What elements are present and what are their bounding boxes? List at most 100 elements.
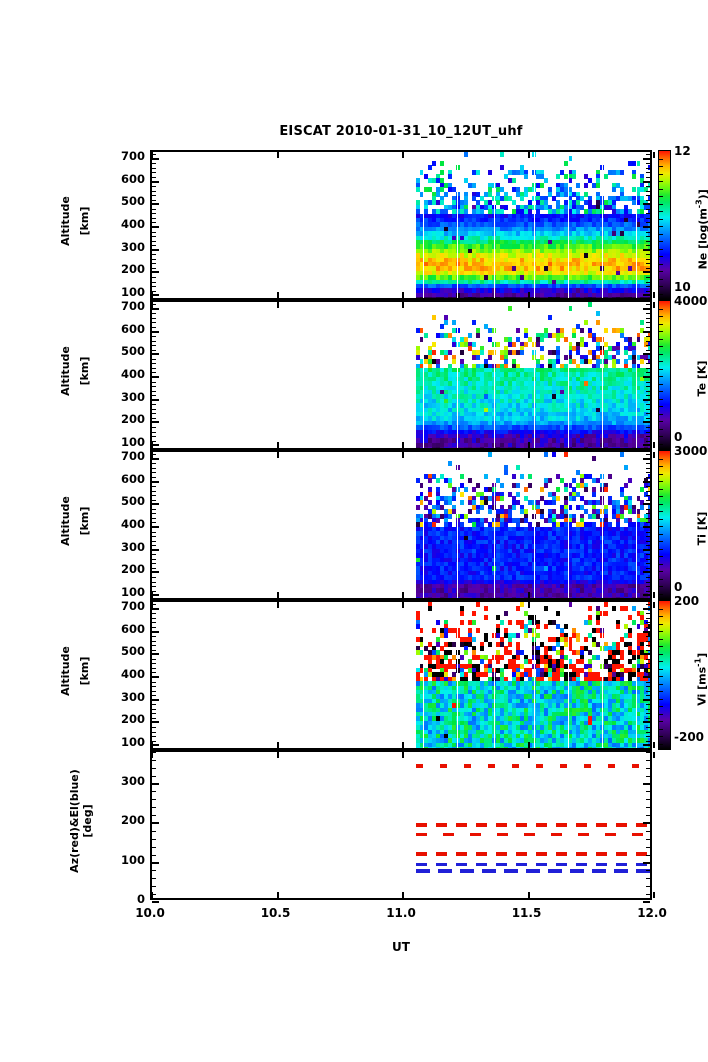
heatmap-cell xyxy=(459,253,465,259)
heatmap-cell xyxy=(415,222,421,228)
heatmap-cell xyxy=(495,403,501,409)
heatmap-cell xyxy=(527,275,533,281)
heatmap-cell xyxy=(539,257,545,263)
heatmap-cell xyxy=(451,376,457,382)
scan-gap-line xyxy=(568,152,570,298)
x-axis-tick xyxy=(151,152,153,158)
heatmap-cell xyxy=(643,240,649,245)
heatmap-cell xyxy=(551,196,557,201)
heatmap-cell xyxy=(631,169,637,175)
heatmap-cell xyxy=(539,204,545,210)
heatmap-cell xyxy=(439,262,445,267)
y-axis-minor-tick xyxy=(646,563,650,565)
heatmap-cell xyxy=(435,381,441,387)
heatmap-cell xyxy=(635,253,641,259)
heatmap-cell xyxy=(631,244,637,250)
heatmap-cell xyxy=(487,398,493,404)
heatmap-cell xyxy=(451,257,457,263)
heatmap-cell xyxy=(639,262,645,267)
heatmap-cell xyxy=(471,218,477,223)
heatmap-cell xyxy=(419,442,425,448)
heatmap-cell xyxy=(603,284,609,289)
heatmap-cell xyxy=(503,425,509,431)
heatmap-cell xyxy=(595,174,601,179)
heatmap-cell xyxy=(591,416,597,422)
heatmap-cell xyxy=(431,412,437,417)
heatmap-cell xyxy=(463,407,469,413)
heatmap-cell xyxy=(639,174,645,179)
heatmap-cell xyxy=(443,266,449,272)
heatmap-cell xyxy=(431,416,437,422)
heatmap-cell xyxy=(443,209,449,215)
heatmap-cell xyxy=(647,226,650,232)
heatmap-cell xyxy=(587,200,593,206)
heatmap-cell xyxy=(423,284,429,289)
y-axis-minor-tick xyxy=(152,427,156,428)
heatmap-cell xyxy=(535,200,541,206)
heatmap-cell xyxy=(475,226,481,232)
colorbar-tick xyxy=(659,308,663,310)
heatmap-cell xyxy=(567,156,573,162)
heatmap-cell xyxy=(471,279,477,285)
heatmap-cell xyxy=(559,288,565,294)
heatmap-cell xyxy=(595,407,601,413)
heatmap-cell xyxy=(567,306,573,312)
heatmap-cell xyxy=(643,266,649,272)
heatmap-cell xyxy=(559,420,565,426)
heatmap-cell xyxy=(479,398,485,404)
heatmap-cell xyxy=(515,279,521,285)
heatmap-cell xyxy=(491,244,497,250)
heatmap-cell xyxy=(435,226,441,232)
heatmap-cell xyxy=(527,482,533,488)
heatmap-cell xyxy=(443,398,449,404)
heatmap-cell xyxy=(587,235,593,241)
colorbar-tick xyxy=(659,481,663,482)
heatmap-cell xyxy=(635,218,641,223)
heatmap-cell xyxy=(567,394,573,400)
heatmap-cell xyxy=(495,257,501,263)
heatmap-cell xyxy=(419,425,425,431)
heatmap-cell xyxy=(519,213,525,219)
heatmap-cell xyxy=(427,420,433,426)
heatmap-cell xyxy=(575,420,581,426)
heatmap-cell xyxy=(635,244,641,250)
heatmap-cell xyxy=(555,496,561,501)
heatmap-cell xyxy=(559,240,565,245)
heatmap-cell xyxy=(439,372,445,378)
heatmap-cell xyxy=(487,187,493,193)
y-axis-minor-tick xyxy=(646,477,650,478)
heatmap-cell xyxy=(439,257,445,263)
heatmap-cell xyxy=(579,337,585,343)
heatmap-cell xyxy=(483,279,489,285)
y-axis-minor-tick xyxy=(152,286,156,288)
heatmap-cell xyxy=(555,200,561,206)
heatmap-cell xyxy=(483,235,489,241)
heatmap-cell xyxy=(499,240,505,245)
heatmap-cell xyxy=(435,442,441,448)
heatmap-cell xyxy=(415,363,421,369)
heatmap-cell xyxy=(519,412,525,417)
heatmap-cell xyxy=(551,284,557,289)
heatmap-cell xyxy=(575,292,581,298)
heatmap-cell xyxy=(595,222,601,228)
heatmap-cell xyxy=(499,496,505,501)
heatmap-cell xyxy=(555,372,561,378)
colorbar-tick xyxy=(659,473,663,475)
heatmap-cell xyxy=(447,416,453,422)
heatmap-cell xyxy=(535,174,541,179)
heatmap-cell xyxy=(635,187,641,193)
heatmap-cell xyxy=(635,292,641,298)
heatmap-cell xyxy=(419,412,425,417)
heatmap-cell xyxy=(519,398,525,404)
heatmap-cell xyxy=(507,412,513,417)
panel-ne-ylabel: Altitude xyxy=(59,181,72,261)
heatmap-cell xyxy=(431,160,437,166)
heatmap-cell xyxy=(571,381,577,387)
heatmap-cell xyxy=(475,438,481,444)
heatmap-cell xyxy=(627,253,633,259)
heatmap-cell xyxy=(539,218,545,223)
heatmap-cell xyxy=(483,359,489,365)
heatmap-cell xyxy=(623,209,629,215)
heatmap-cell xyxy=(499,292,505,298)
heatmap-cell xyxy=(443,226,449,232)
